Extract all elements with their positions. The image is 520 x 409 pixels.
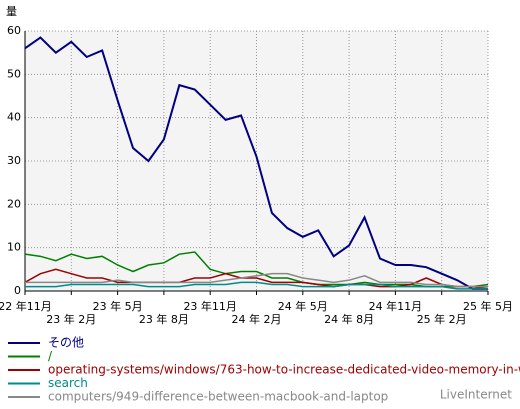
legend-label: operating-systems/windows/763-how-to-inc… [48, 363, 520, 377]
series-line [24, 268, 489, 290]
y-tick-label: 10 [7, 241, 21, 254]
x-tick-label: 25 年 2月 [417, 312, 467, 326]
x-tick-label: 25 年 5月 [463, 299, 513, 313]
legend-label: その他 [48, 336, 84, 350]
x-tick-label: 23 年11月 [183, 299, 237, 313]
x-tick-label: 24 年 5月 [278, 299, 328, 313]
legend: その他/operating-systems/windows/763-how-to… [8, 336, 520, 404]
y-tick-label: 60 [7, 24, 21, 37]
x-tick-label: 23 年 5月 [93, 299, 143, 313]
credit: LiveInternet [440, 388, 512, 402]
x-tick-label: 24 年 8月 [324, 312, 374, 326]
x-tick-label: 23 年 8月 [139, 312, 189, 326]
y-axis-label: 量 [6, 5, 17, 18]
series-line [25, 281, 488, 290]
y-tick-label: 30 [7, 154, 21, 167]
x-tick-label: 22 年11月 [0, 299, 52, 313]
legend-label: computers/949-difference-between-macbook… [48, 390, 388, 404]
series-line [25, 272, 488, 288]
y-tick-label: 50 [7, 67, 21, 80]
y-tick-label: 20 [7, 197, 21, 210]
y-tick-label: 40 [7, 111, 21, 124]
legend-label: search [48, 376, 88, 390]
legend-label: / [48, 349, 53, 363]
x-tick-label: 24 年11月 [369, 299, 423, 313]
x-tick-label: 23 年 2月 [46, 312, 96, 326]
x-tick-label: 24 年 2月 [232, 312, 282, 326]
series-line [24, 36, 488, 290]
y-tick-label: 0 [14, 284, 21, 297]
